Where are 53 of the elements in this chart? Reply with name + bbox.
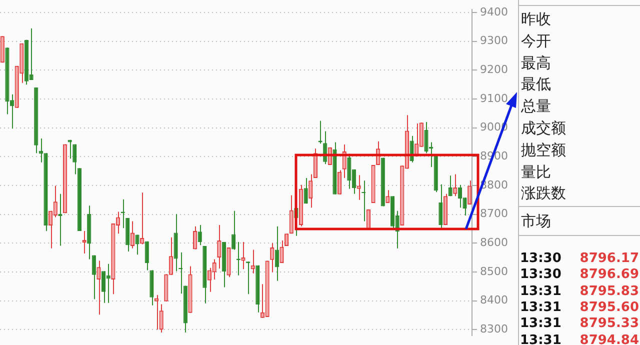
y-tick-label: 8700 [480,207,508,220]
candlestick [130,220,134,249]
candlestick [144,240,149,271]
y-tick-label: 8400 [480,294,508,307]
candlestick [38,138,43,163]
y-tick-label: 9200 [480,63,508,76]
candlestick [280,240,284,264]
candlestick [438,184,443,229]
text: 13:31 8795.83 [520,284,639,299]
text: 量比 [521,162,551,181]
text: 最高 [521,54,551,72]
text: 成交额 [521,119,566,137]
candlestick [217,224,222,270]
candlestick [386,190,390,204]
candlestick [92,254,96,300]
candlestick [198,224,202,246]
candlestick [82,230,86,254]
candlestick [168,236,174,276]
candlestick [338,170,342,195]
text: 涨跌数 [521,184,566,202]
text: 抛空额 [521,140,566,159]
candlestick [468,180,472,206]
candlestick [270,242,274,273]
y-tick-label: 9100 [480,92,508,105]
text: 昨收 [521,10,551,28]
candlestick [274,226,279,282]
y-tick-label: 8600 [480,236,508,249]
text: 市场 [521,212,551,230]
y-tick-label: 8300 [480,322,508,336]
candlestick [154,294,159,330]
candlestick [448,175,452,197]
text: 今开 [521,32,551,50]
text: 总量 [521,97,551,116]
candlestick [135,234,140,256]
candlestick [289,194,294,234]
candlestick [304,177,308,204]
candlestick [174,214,178,272]
candlestick [241,241,246,270]
candlestick [453,174,458,197]
text: 13:31 8794.84 [520,332,639,345]
candlestick [96,260,101,316]
candlestick [232,210,236,250]
candlestick [193,226,198,250]
candlestick [458,184,462,208]
text: 最低 [521,75,551,94]
text: 13:30 8796.17 [520,251,639,266]
y-tick-label: 9300 [480,34,508,48]
candlestick [102,270,106,304]
text: 13:31 8795.60 [520,300,639,315]
y-tick-label: 8500 [480,264,508,278]
text: 13:31 8795.33 [520,316,639,332]
y-tick-label: 9400 [480,5,508,18]
text: 13:30 8796.69 [520,267,639,282]
